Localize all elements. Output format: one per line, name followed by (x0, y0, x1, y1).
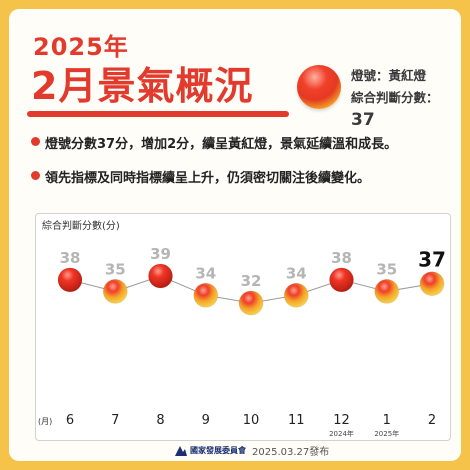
chart-title: 綜合判斷分數(分) (42, 219, 120, 232)
publish-date: 2025.03.27發布 (252, 447, 330, 458)
x-tick-label: 11 (288, 413, 305, 428)
light-point (283, 282, 309, 308)
year-note: 2024年 (329, 429, 354, 438)
light-point (329, 267, 354, 293)
light-point (193, 282, 219, 308)
x-tick-label: 10 (243, 413, 260, 428)
x-tick-label: 9 (202, 413, 210, 428)
bullet-text: 領先指標及同時指標續呈上升，仍須密切關注後續變化。 (45, 171, 371, 186)
x-tick-label: 7 (111, 413, 119, 428)
bullet-dot-icon (31, 171, 40, 180)
light-point (57, 267, 83, 293)
title-underline (27, 111, 289, 117)
score-chart-panel: 綜合判斷分數(分) 38 35 39 34 32 34 38 35 37 6 7 8 9 10 11 12 202… (35, 213, 451, 441)
x-tick-label: 2 (428, 413, 436, 428)
bullet-text: 燈號分數37分，增加2分，續呈黃紅燈，景氣延續溫和成長。 (45, 137, 398, 152)
data-label: 32 (241, 272, 262, 290)
ndc-logo-icon (175, 445, 187, 456)
x-tick-label: 1 (383, 413, 391, 428)
summary-bullets: 燈號分數37分，增加2分，續呈黃紅燈，景氣延續溫和成長。 領先指標及同時指標續呈… (31, 133, 461, 201)
score-label: 綜合判斷分數： (351, 90, 439, 105)
light-info: 燈號：黃紅燈 綜合判斷分數： 37 (351, 65, 461, 132)
score-line: 綜合判斷分數： 37 (351, 87, 461, 132)
org-name: 國家發展委員會 (190, 446, 246, 455)
light-point (238, 290, 264, 316)
x-tick-label: 12 (333, 413, 350, 428)
x-tick-label: 8 (156, 413, 164, 428)
year-note: 2025年 (374, 429, 399, 438)
light-point (419, 271, 445, 297)
light-label: 燈號：黃紅燈 (351, 68, 427, 83)
light-point (102, 278, 128, 304)
score-value: 37 (351, 110, 375, 130)
data-label: 34 (286, 264, 307, 282)
main-title: 2月景氣概況 (31, 64, 254, 108)
data-label: 37 (418, 248, 446, 272)
infographic-card: 2025年 2月景氣概況 燈號：黃紅燈 綜合判斷分數： 37 燈號分數37分，增加… (9, 9, 461, 461)
bullet-dot-icon (31, 137, 40, 146)
data-label: 35 (376, 260, 397, 278)
year-title: 2025年 (33, 33, 129, 61)
data-label: 38 (331, 249, 352, 267)
data-label: 35 (105, 260, 126, 278)
light-point (148, 263, 173, 289)
x-unit-label: (月) (38, 417, 52, 426)
data-label: 39 (150, 245, 171, 263)
bullet-item: 燈號分數37分，增加2分，續呈黃紅燈，景氣延續溫和成長。 (31, 133, 461, 152)
bullet-item: 領先指標及同時指標續呈上升，仍須密切關注後續變化。 (31, 167, 461, 186)
data-label: 34 (195, 264, 216, 282)
yellow-red-light-icon (297, 65, 341, 109)
footer: 國家發展委員會 2025.03.27發布 (174, 443, 329, 458)
x-tick-label: 6 (66, 413, 74, 428)
data-label: 38 (60, 249, 81, 267)
light-point (374, 278, 400, 304)
